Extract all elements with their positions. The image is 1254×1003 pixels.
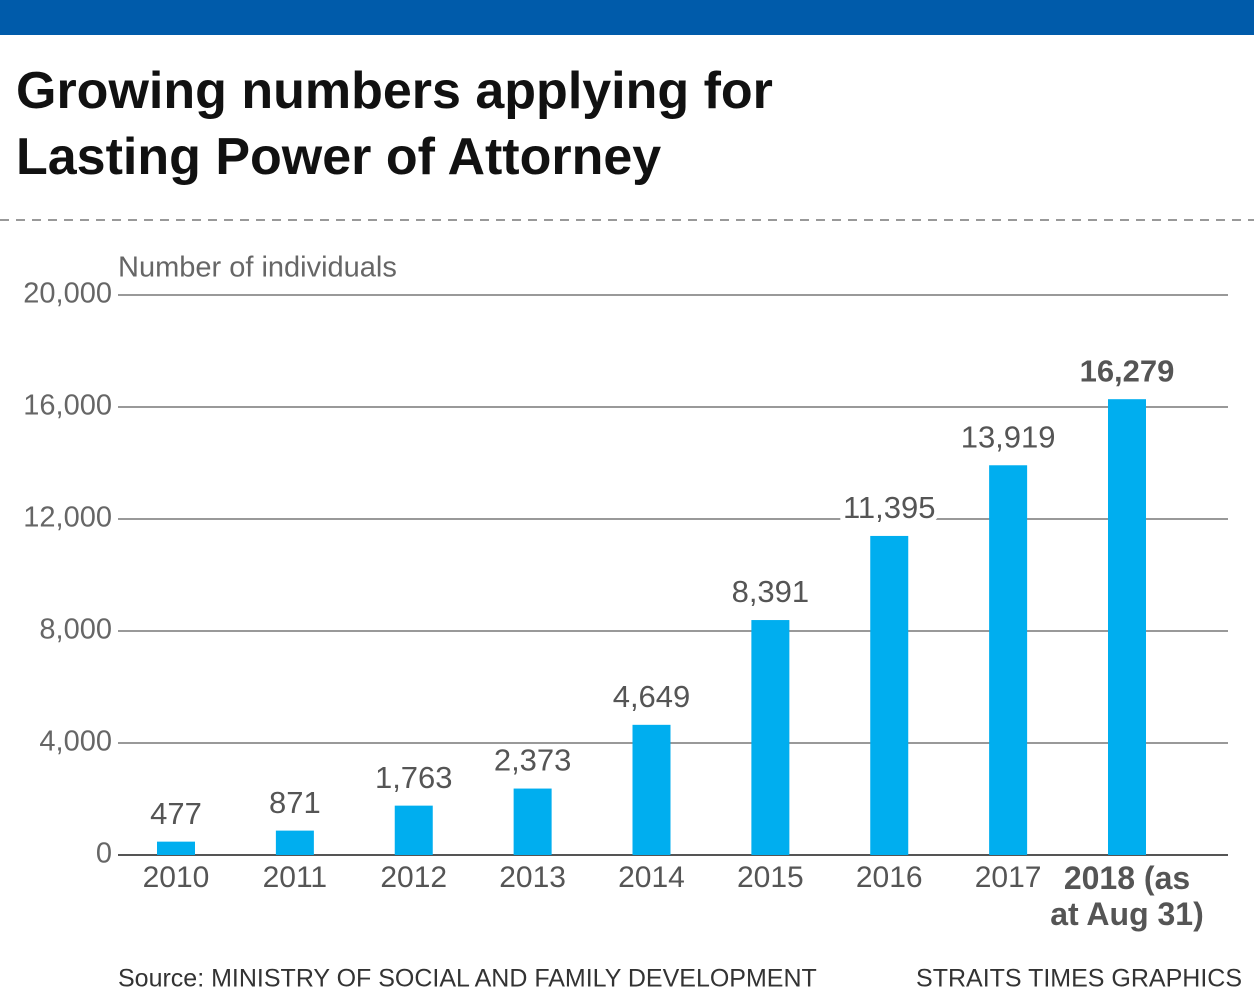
x-tick-label-box: 2010 — [142, 861, 210, 894]
value-label: 477 — [150, 796, 202, 831]
source: Source: MINISTRY OF SOCIAL AND FAMILY DE… — [118, 965, 817, 993]
x-tick-label: 2018 (as at Aug 31) — [1050, 860, 1204, 932]
value-label: 4,649 — [613, 679, 691, 714]
y-tick-label: 4,000 — [39, 726, 112, 758]
x-tick-label: 2013 — [499, 861, 566, 894]
value-label: 8,391 — [732, 574, 810, 609]
credit: STRAITS TIMES GRAPHICS — [916, 965, 1242, 993]
y-tick-label: 20,000 — [23, 278, 112, 310]
x-tick-label-box: 2013 — [499, 861, 566, 894]
x-tick-label-box: 2014 — [618, 861, 685, 894]
x-tick-label-box: 2011 — [262, 861, 328, 894]
x-tick-label-box: 2016 — [855, 861, 923, 894]
y-tick-label: 8,000 — [39, 614, 112, 646]
y-axis-title: Number of individuals — [118, 252, 397, 284]
x-tick-label: 2012 — [380, 861, 448, 894]
bar — [870, 535, 909, 855]
top-banner — [0, 0, 1254, 35]
x-tick-label: 2014 — [618, 861, 685, 894]
x-tick-label: 2011 — [262, 861, 328, 894]
x-tick-label: 2010 — [142, 861, 210, 894]
x-tick-label-box: 2012 — [380, 861, 448, 894]
value-label: 2,373 — [494, 743, 572, 778]
bar — [275, 830, 314, 855]
bar — [157, 841, 195, 855]
y-tick-label: 0 — [96, 838, 112, 870]
bar — [751, 620, 790, 855]
value-label: 16,279 — [1080, 353, 1175, 388]
bar — [1108, 399, 1146, 855]
y-tick-label: 16,000 — [23, 390, 112, 422]
x-tick-label: 2015 — [737, 861, 804, 894]
x-tick-label: 2016 — [855, 861, 923, 894]
value-label: 871 — [269, 785, 321, 820]
chart-title: Growing numbers applying for Lasting Powe… — [16, 62, 773, 186]
bar — [394, 805, 433, 855]
bar — [632, 724, 671, 855]
x-tick-label-box: 2018 (as at Aug 31) — [1050, 860, 1204, 932]
value-label: 1,763 — [375, 760, 453, 795]
value-label: 13,919 — [961, 419, 1056, 454]
bar — [513, 788, 552, 855]
x-tick-label: 2017 — [974, 861, 1042, 894]
y-tick-label: 12,000 — [23, 502, 112, 534]
x-tick-label-box: 2015 — [737, 861, 804, 894]
value-label: 11,395 — [843, 490, 936, 525]
bar — [989, 465, 1028, 855]
x-tick-label-box: 2017 — [974, 861, 1042, 894]
